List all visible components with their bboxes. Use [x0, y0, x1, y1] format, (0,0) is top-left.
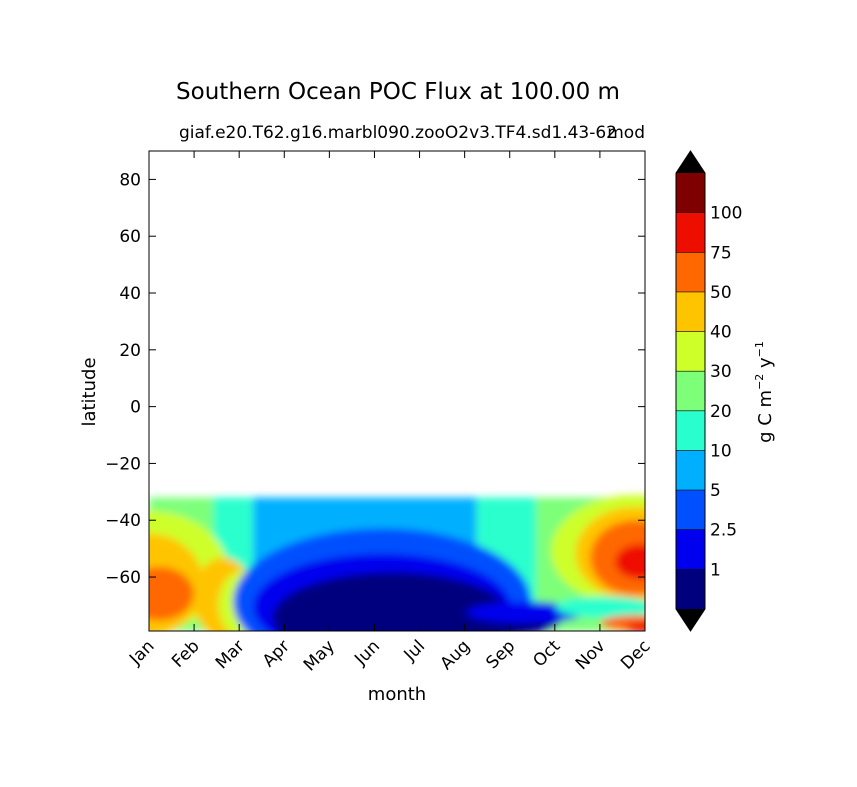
- colorbar-tick-label: 100: [710, 204, 742, 224]
- colorbar-tick-label: 40: [710, 323, 732, 343]
- colorbar-swatch: [676, 529, 705, 570]
- colorbar-tick-label: 10: [710, 441, 732, 461]
- colorbar-label: g C m−2 y−1: [753, 341, 776, 443]
- x-tick-label: Sep: [482, 636, 519, 673]
- colorbar-tick-label: 75: [710, 243, 732, 263]
- y-axis: 80 60 40 20 0 −20 −40 −60: [105, 170, 645, 588]
- colorbar-label-main: g C m: [755, 390, 776, 443]
- x-tick-label: Dec: [617, 636, 654, 673]
- colorbar-swatch: [676, 252, 705, 292]
- colorbar-swatch: [676, 173, 705, 213]
- chart-subtitle-overlap: mod: [607, 123, 645, 143]
- y-tick-label: 0: [130, 398, 141, 418]
- contour-field: [149, 494, 645, 631]
- x-tick-label: Oct: [529, 636, 564, 671]
- y-tick-label: −40: [105, 511, 141, 531]
- contour-region: [615, 544, 645, 580]
- x-axis-label: month: [368, 684, 426, 705]
- colorbar-label-exp1: −2: [753, 374, 766, 390]
- plot-frame: [148, 150, 646, 632]
- colorbar-swatch: [676, 410, 705, 451]
- y-tick-label: 40: [119, 284, 141, 304]
- chart-subtitle: giaf.e20.T62.g16.marbl090.zooO2v3.TF4.sd…: [179, 123, 617, 143]
- colorbar-label-mid: y: [755, 357, 776, 374]
- colorbar-extend-min: [676, 609, 705, 631]
- x-tick-label: Mar: [212, 636, 249, 673]
- contour-region: [625, 621, 645, 631]
- y-axis-label: latitude: [79, 357, 100, 426]
- x-tick-label: Aug: [437, 636, 475, 674]
- x-tick-label: Jul: [400, 636, 429, 665]
- colorbar-swatch: [676, 331, 705, 372]
- colorbar-swatch: [676, 371, 705, 411]
- colorbar-swatch: [676, 291, 705, 332]
- colorbar-outline: [675, 150, 706, 632]
- x-tick-label: May: [300, 636, 339, 675]
- y-tick-label: −20: [105, 454, 141, 474]
- colorbar-swatch: [676, 569, 705, 609]
- y-tick-label: 80: [119, 170, 141, 190]
- y-tick-label: 20: [119, 341, 141, 361]
- colorbar-extend-max: [676, 151, 705, 173]
- x-tick-label: Feb: [168, 636, 203, 671]
- colorbar-tick-label: 30: [710, 362, 732, 382]
- colorbar-tick-label: 50: [710, 283, 732, 303]
- contour-region: [149, 567, 194, 621]
- y-tick-label: −60: [105, 568, 141, 588]
- colorbar-label-exp2: −1: [753, 341, 766, 357]
- x-tick-label: Nov: [572, 636, 610, 674]
- colorbar-tick-label: 5: [710, 481, 721, 501]
- colorbar-swatch: [676, 450, 705, 491]
- colorbar-swatch: [676, 212, 705, 253]
- y-tick-label: 60: [119, 227, 141, 247]
- chart-title: Southern Ocean POC Flux at 100.00 m: [176, 79, 620, 105]
- x-tick-label: Jun: [350, 636, 384, 670]
- x-tick-label: Jan: [125, 636, 158, 669]
- colorbar-tick-label: 1: [710, 560, 721, 580]
- plot-area: 80 60 40 20 0 −20 −40 −60 Jan Feb Mar Apr May Jun Jul…: [105, 150, 655, 675]
- colorbar-swatch: [676, 490, 705, 530]
- contour-region: [555, 596, 645, 618]
- x-tick-label: Apr: [259, 636, 294, 671]
- colorbar-tick-label: 20: [710, 402, 732, 422]
- colorbar-tick-label: 2.5: [710, 521, 737, 541]
- colorbar: 1 2.5 5 10 20 30 40 50 75 100: [675, 150, 742, 632]
